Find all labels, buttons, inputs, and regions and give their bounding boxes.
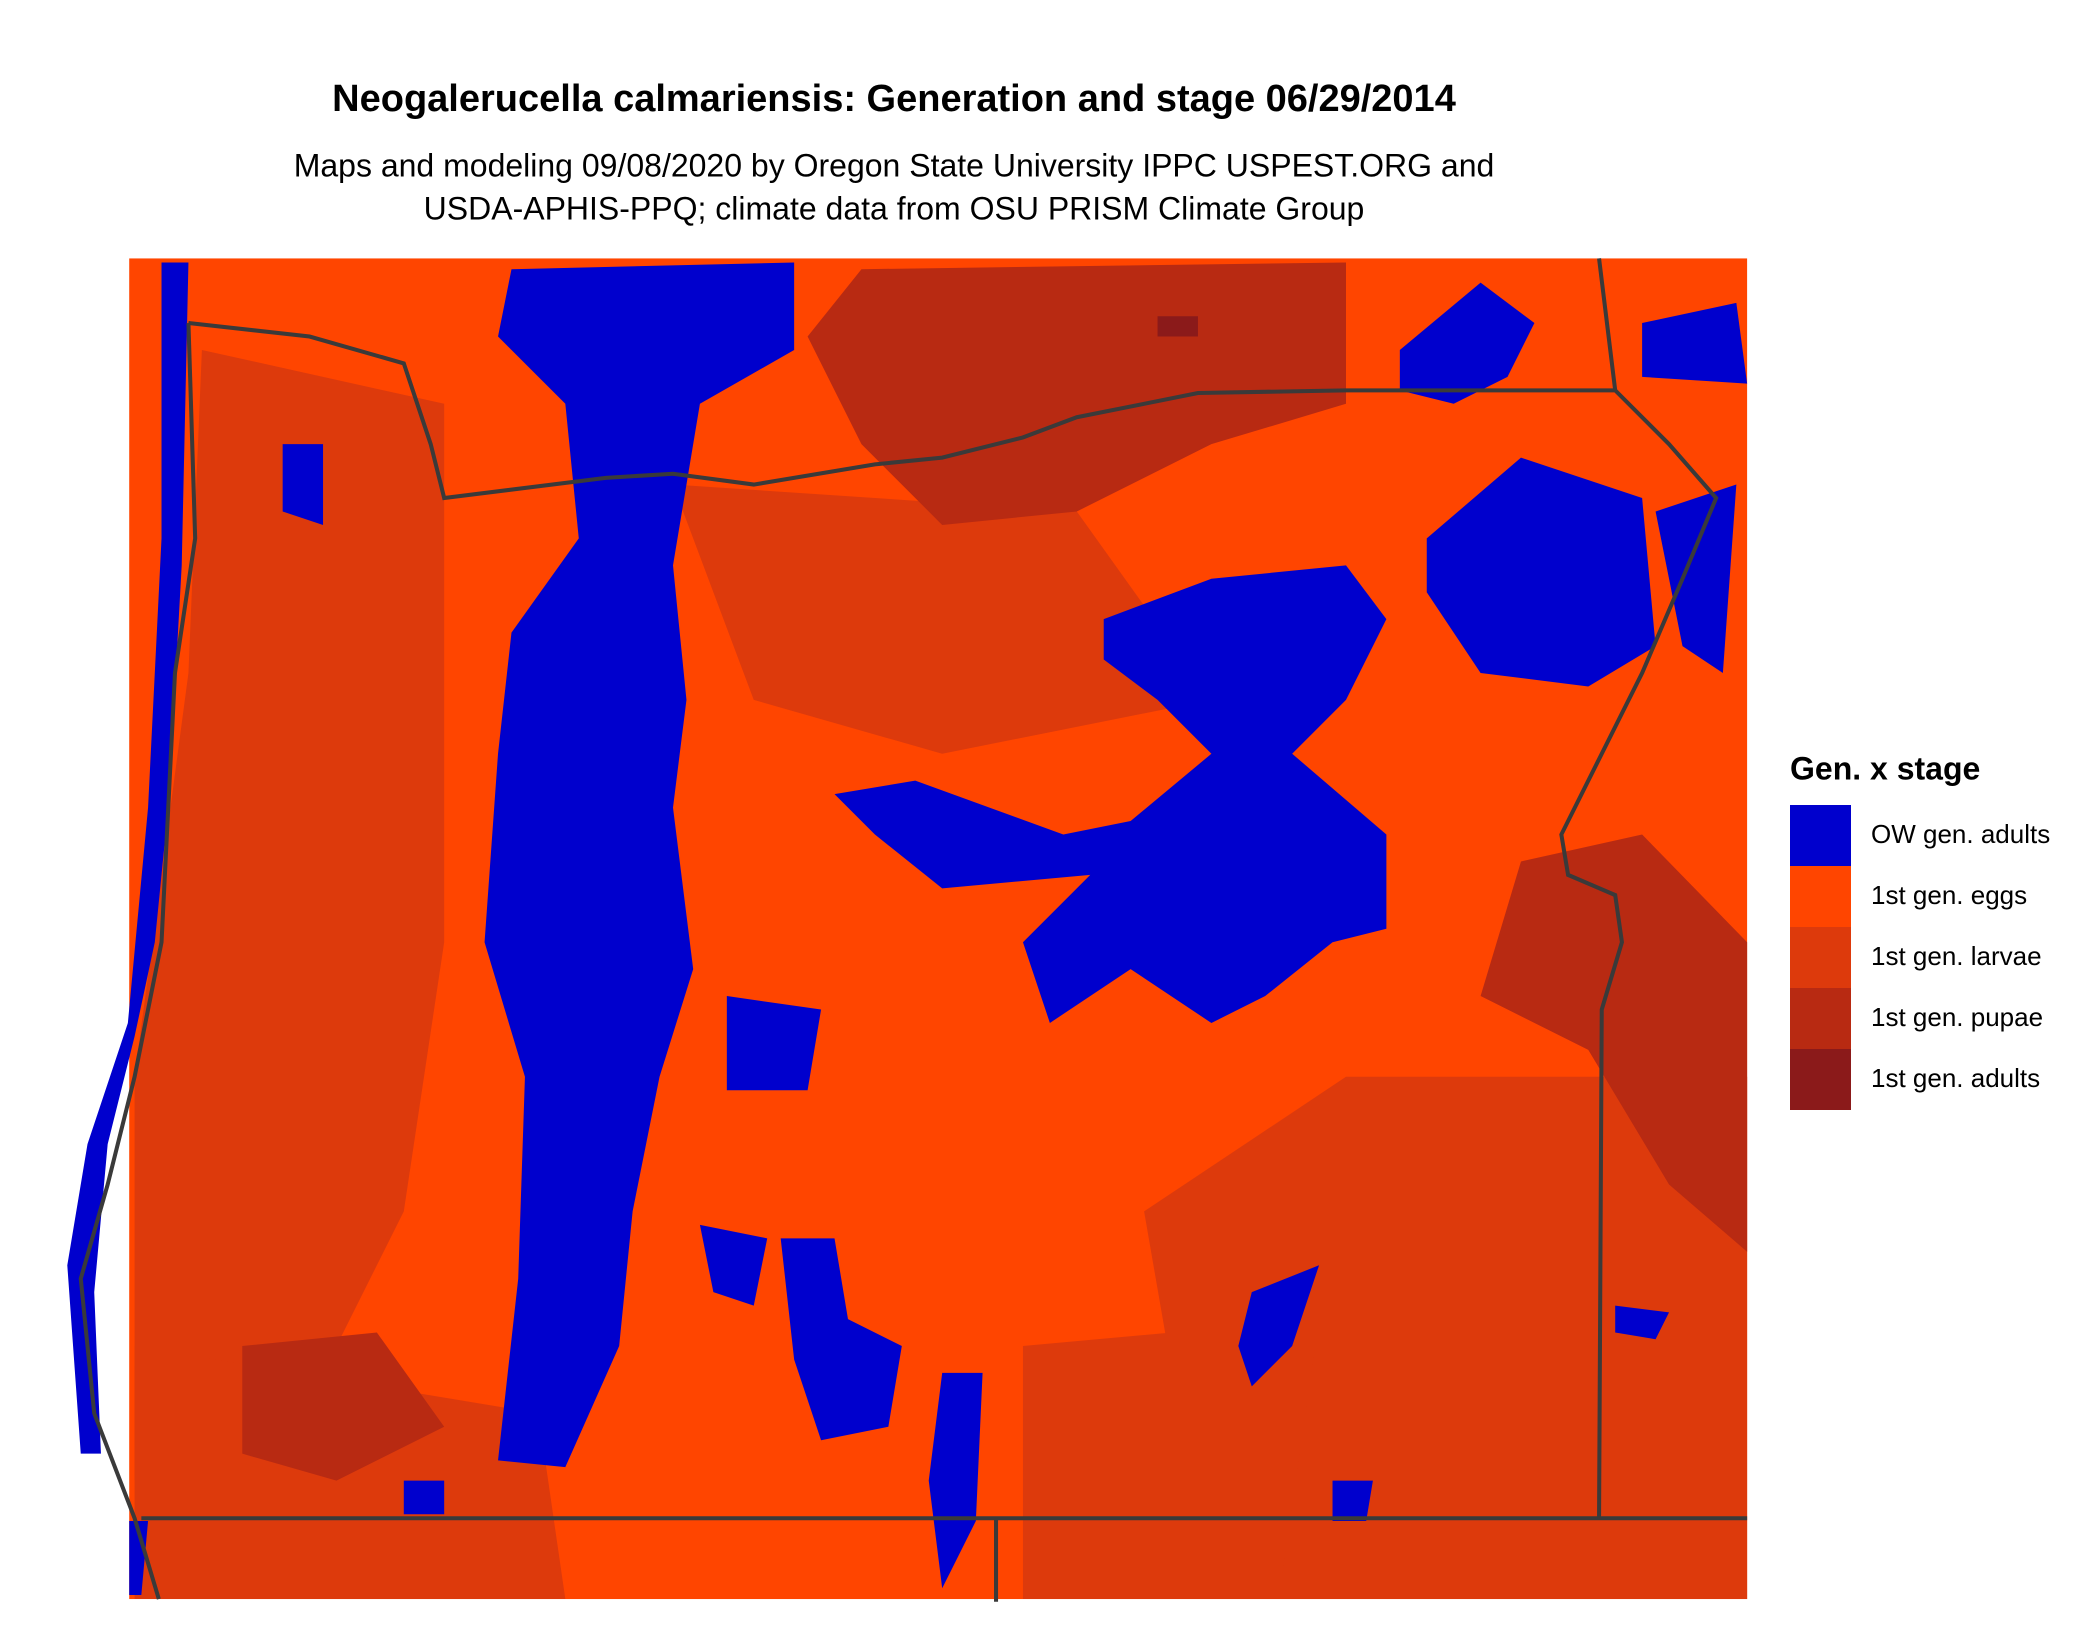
legend-label: 1st gen. eggs [1871, 880, 2027, 910]
legend: OW gen. adults 1st gen. eggs 1st gen. larv… [1790, 805, 2050, 1110]
legend-swatch [1790, 927, 1851, 988]
subtitle: Maps and modeling 09/08/2020 by Oregon S… [294, 147, 1495, 183]
legend-label: 1st gen. adults [1871, 1063, 2040, 1093]
legend-swatch [1790, 1049, 1851, 1110]
ow-adult-regions [67, 262, 1748, 1596]
subtitle: USDA-APHIS-PPQ; climate data from OSU PR… [424, 190, 1365, 226]
legend-label: 1st gen. pupae [1871, 1002, 2043, 1032]
state-border [188, 321, 1719, 1519]
legend-swatch [1790, 866, 1851, 927]
state-border [141, 258, 1748, 1602]
title: Neogalerucella calmariensis: Generation … [332, 78, 1456, 120]
legend-swatch [1790, 988, 1851, 1049]
legend-title: Gen. x stage [1790, 750, 1980, 786]
legend-label: OW gen. adults [1871, 819, 2050, 849]
map [67, 258, 1748, 1602]
adults-region [1157, 316, 1198, 337]
legend-label: 1st gen. larvae [1871, 941, 2042, 971]
legend-swatch [1790, 805, 1851, 866]
coastline [78, 322, 198, 1600]
